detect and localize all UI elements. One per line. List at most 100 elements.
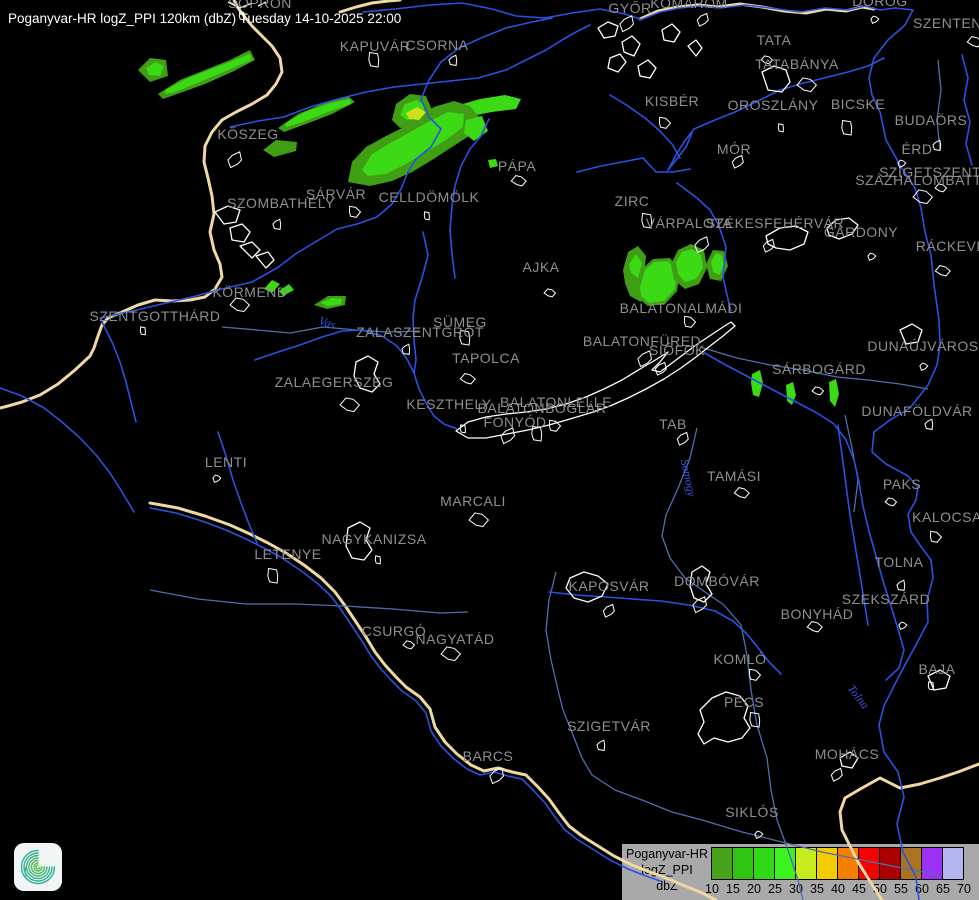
town-outline <box>267 567 279 584</box>
lake-ferto-fragment <box>227 1 267 9</box>
town-outline <box>884 497 898 507</box>
radar-echo <box>488 159 498 168</box>
lake-velence-outline <box>826 217 859 240</box>
town-outline <box>468 512 490 528</box>
town-outline <box>641 212 653 229</box>
city-outline-mohacs <box>839 751 859 769</box>
legend-tick-value: 25 <box>768 882 782 896</box>
radar-echo <box>263 140 297 157</box>
town-outline <box>654 361 667 376</box>
radar-echo <box>362 112 464 176</box>
border-slovakia-west <box>338 0 402 14</box>
radar-echo <box>284 99 351 127</box>
town-outline <box>896 579 906 591</box>
legend-tick-value: 15 <box>726 882 740 896</box>
county-line <box>221 326 421 334</box>
county-line <box>936 59 942 151</box>
river-zala <box>254 329 458 430</box>
river-mura <box>149 507 403 692</box>
spiral-logo-icon <box>14 843 62 891</box>
radar-echo <box>786 382 796 405</box>
town-outline <box>448 54 458 66</box>
town-outline <box>811 386 825 396</box>
legend-tick-row: 10 15 20 25 30 35 40 45 50 55 60 65 70 <box>622 882 979 898</box>
town-outline <box>754 830 764 839</box>
city-outline-dunaujvaros <box>899 323 923 345</box>
radar-echo <box>829 379 839 407</box>
river-lenti-stream <box>217 431 258 544</box>
town-outline <box>912 189 934 205</box>
legend-tick-value: 35 <box>810 882 824 896</box>
town-outline <box>548 419 562 432</box>
river-sw-stream <box>0 387 135 513</box>
city-outline-szombathely <box>214 205 275 269</box>
legend-tick-value: 45 <box>852 882 866 896</box>
town-outline <box>696 12 709 27</box>
town-outline <box>762 238 775 253</box>
town-outline <box>927 681 934 691</box>
city-outline-baja <box>927 669 951 691</box>
town-outline <box>932 139 942 151</box>
town-outline <box>694 236 710 254</box>
town-outline <box>924 418 934 430</box>
town-outline <box>602 603 615 618</box>
town-outline <box>500 427 516 445</box>
legend-tick-value: 70 <box>957 882 971 896</box>
town-outline <box>510 175 527 187</box>
town-outline <box>934 183 948 193</box>
town-outline <box>139 326 146 336</box>
radar-echo <box>676 249 703 282</box>
town-outline <box>368 51 380 68</box>
town-outline <box>440 646 462 662</box>
radar-vendor-logo <box>14 843 62 891</box>
coastline-layer <box>214 1 951 769</box>
town-outline-layer <box>139 11 979 839</box>
legend-tick-value: 55 <box>894 882 908 896</box>
legend-unit: dbZ <box>656 879 678 893</box>
radar-echo <box>406 107 426 120</box>
border-south-down <box>838 796 884 900</box>
river-sio <box>702 351 905 681</box>
legend-radar-name: Poganyvar-HR <box>626 847 708 861</box>
town-outline <box>934 265 951 277</box>
city-outline-gyor <box>597 21 703 79</box>
town-outline <box>806 621 823 633</box>
county-line <box>545 571 559 691</box>
town-outline <box>348 205 362 218</box>
border-south-east <box>843 762 979 800</box>
city-outline-zalaegerszeg <box>353 355 381 393</box>
city-outline-pecs <box>697 691 751 745</box>
radar-echo <box>751 370 763 397</box>
river-drava <box>401 690 661 882</box>
legend-tick-value: 65 <box>936 882 950 896</box>
town-outline <box>841 119 853 136</box>
river-bakony-stream <box>609 94 681 159</box>
radar-echo <box>629 254 642 278</box>
town-outline <box>897 159 907 168</box>
river-raba <box>99 17 553 319</box>
city-outline-nagykanizsa <box>345 521 373 561</box>
town-outline <box>731 154 744 169</box>
radar-echo <box>165 54 252 94</box>
border-croatia-mura-drava <box>148 501 718 900</box>
radar-echo <box>640 261 677 303</box>
town-outline <box>777 123 784 133</box>
town-outline <box>272 218 282 230</box>
town-outline <box>229 297 251 313</box>
county-line <box>699 346 929 390</box>
river-altaler <box>667 57 885 171</box>
town-outline <box>919 362 929 371</box>
river-kapos <box>548 591 782 675</box>
town-outline <box>459 424 466 434</box>
radar-echo-layer <box>138 50 839 407</box>
river-sarviz <box>837 424 869 626</box>
legend-tick-value: 20 <box>747 882 761 896</box>
radar-echo <box>279 284 294 296</box>
town-outline <box>459 329 471 346</box>
legend-tick-value: 40 <box>831 882 845 896</box>
town-outline <box>929 530 943 543</box>
town-outline <box>898 621 908 630</box>
radar-echo <box>264 280 280 293</box>
river-kerka <box>101 321 137 423</box>
river-zala-upper <box>412 231 429 374</box>
